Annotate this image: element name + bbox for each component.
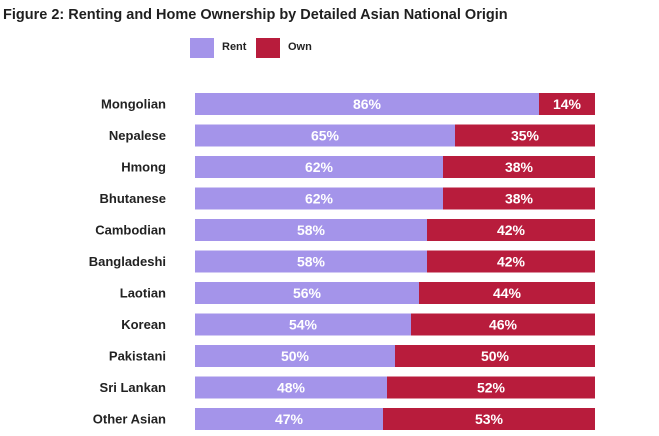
- data-label-own-other-asian: 53%: [475, 411, 504, 427]
- bar-rent-sri-lankan: [195, 376, 387, 399]
- bar-own-bangladeshi: [427, 250, 595, 273]
- category-label-nepalese: Nepalese: [109, 128, 166, 143]
- category-label-laotian: Laotian: [120, 286, 166, 301]
- data-label-rent-pakistani: 50%: [281, 348, 310, 364]
- data-label-rent-mongolian: 86%: [353, 96, 382, 112]
- category-label-korean: Korean: [121, 317, 166, 332]
- chart-title: Figure 2: Renting and Home Ownership by …: [3, 7, 508, 23]
- bar-own-pakistani: [395, 345, 595, 367]
- category-label-cambodian: Cambodian: [95, 223, 166, 238]
- bar-own-cambodian: [427, 219, 595, 241]
- data-label-own-bhutanese: 38%: [505, 191, 534, 207]
- bar-rent-cambodian: [195, 219, 427, 241]
- bar-rent-korean: [195, 313, 411, 336]
- bar-own-bhutanese: [443, 187, 595, 210]
- data-label-rent-bangladeshi: 58%: [297, 254, 326, 270]
- bar-own-mongolian: [539, 93, 595, 115]
- data-label-own-bangladeshi: 42%: [497, 254, 526, 270]
- bar-rent-nepalese: [195, 124, 455, 147]
- category-label-hmong: Hmong: [121, 160, 166, 175]
- data-label-own-hmong: 38%: [505, 159, 534, 175]
- category-label-sri-lankan: Sri Lankan: [100, 380, 167, 395]
- bar-own-laotian: [419, 282, 595, 304]
- category-label-other-asian: Other Asian: [93, 412, 166, 427]
- bar-own-sri-lankan: [387, 376, 595, 399]
- bar-rent-bangladeshi: [195, 250, 427, 273]
- data-label-rent-laotian: 56%: [293, 285, 322, 301]
- bar-own-other-asian: [383, 408, 595, 430]
- category-label-bhutanese: Bhutanese: [100, 191, 166, 206]
- category-label-mongolian: Mongolian: [101, 97, 166, 112]
- data-label-rent-hmong: 62%: [305, 159, 334, 175]
- data-label-rent-cambodian: 58%: [297, 222, 326, 238]
- data-label-rent-nepalese: 65%: [311, 128, 340, 144]
- bar-rent-mongolian: [195, 93, 539, 115]
- legend-swatch-rent: [190, 38, 214, 58]
- bar-rent-laotian: [195, 282, 419, 304]
- data-label-own-mongolian: 14%: [553, 96, 582, 112]
- category-label-pakistani: Pakistani: [109, 349, 166, 364]
- bar-rent-pakistani: [195, 345, 395, 367]
- legend-label-rent: Rent: [222, 41, 247, 53]
- data-label-own-korean: 46%: [489, 317, 518, 333]
- bar-own-hmong: [443, 156, 595, 178]
- bar-rent-bhutanese: [195, 187, 443, 210]
- category-label-bangladeshi: Bangladeshi: [89, 254, 166, 269]
- data-label-rent-sri-lankan: 48%: [277, 380, 306, 396]
- bar-own-nepalese: [455, 124, 595, 147]
- bar-rent-hmong: [195, 156, 443, 178]
- bar-rent-other-asian: [195, 408, 383, 430]
- legend-swatch-own: [256, 38, 280, 58]
- legend-label-own: Own: [288, 41, 312, 53]
- data-label-own-nepalese: 35%: [511, 128, 540, 144]
- data-label-rent-korean: 54%: [289, 317, 318, 333]
- data-label-own-sri-lankan: 52%: [477, 380, 506, 396]
- data-label-own-cambodian: 42%: [497, 222, 526, 238]
- bar-own-korean: [411, 313, 595, 336]
- data-label-rent-other-asian: 47%: [275, 411, 304, 427]
- data-label-own-pakistani: 50%: [481, 348, 510, 364]
- data-label-rent-bhutanese: 62%: [305, 191, 334, 207]
- data-label-own-laotian: 44%: [493, 285, 522, 301]
